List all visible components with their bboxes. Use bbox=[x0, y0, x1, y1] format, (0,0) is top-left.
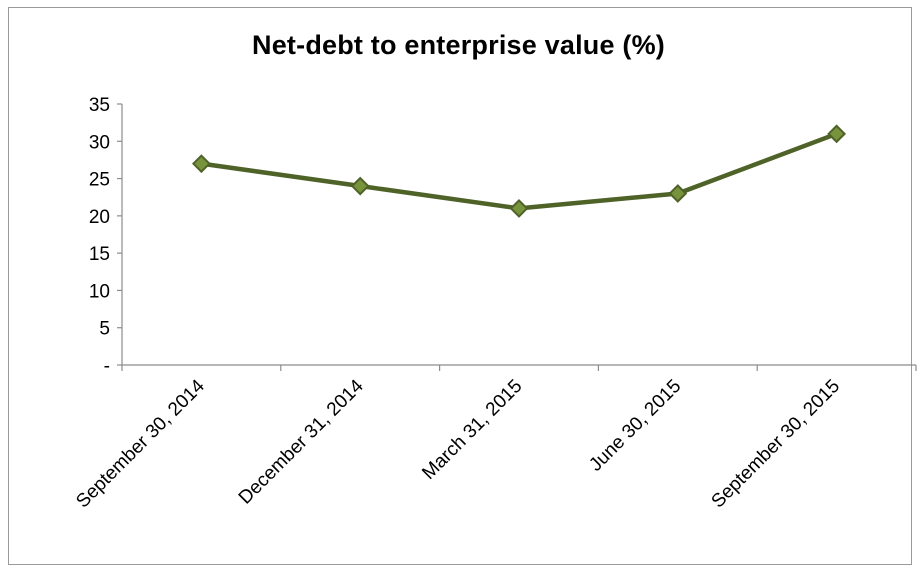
data-point-marker bbox=[827, 124, 847, 144]
y-tick-label: - bbox=[104, 356, 110, 377]
series-line bbox=[199, 131, 839, 211]
y-tick-label: 10 bbox=[89, 281, 110, 302]
data-point-marker bbox=[509, 198, 529, 218]
y-tick-label: 20 bbox=[89, 207, 110, 228]
x-tick-label: March 31, 2015 bbox=[418, 376, 526, 484]
data-series bbox=[191, 124, 847, 218]
y-tick-label: 15 bbox=[89, 244, 110, 265]
y-tick-label: 35 bbox=[89, 95, 110, 116]
x-tick-label: June 30, 2015 bbox=[585, 376, 685, 476]
x-tick-label: December 31, 2014 bbox=[235, 375, 368, 508]
x-axis: September 30, 2014 December 31, 2014 March… bbox=[72, 364, 917, 513]
data-point-marker bbox=[350, 176, 370, 196]
y-tick-label: 30 bbox=[89, 132, 110, 153]
y-tick-label: 5 bbox=[99, 319, 110, 340]
chart-frame bbox=[8, 7, 912, 565]
y-tick-label: 25 bbox=[89, 170, 110, 191]
y-axis: - 5 10 15 20 25 30 35 bbox=[89, 95, 123, 377]
data-point-marker bbox=[668, 184, 688, 203]
data-point-marker bbox=[191, 154, 211, 174]
x-tick-label: September 30, 2015 bbox=[708, 376, 845, 513]
chart-title: Net-debt to enterprise value (%) bbox=[252, 30, 665, 60]
x-tick-label: September 30, 2014 bbox=[72, 375, 209, 512]
